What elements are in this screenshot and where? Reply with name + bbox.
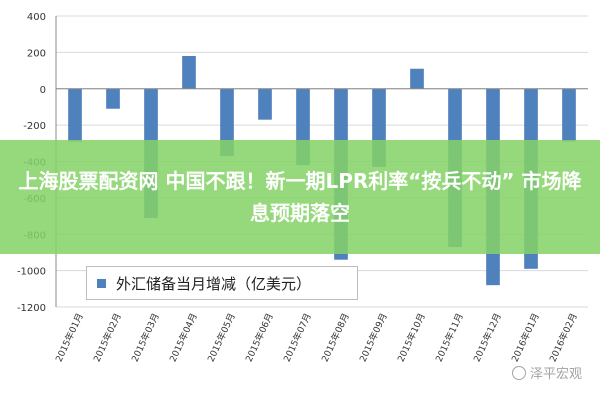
legend-label: 外汇储备当月增减（亿美元） <box>116 274 312 293</box>
bar <box>410 68 424 89</box>
x-tick-label: 2015年05月 <box>205 311 238 364</box>
x-tick-label: 2015年03月 <box>129 311 162 364</box>
watermark-text: 泽平宏观 <box>529 367 582 382</box>
x-tick-label: 2015年09月 <box>357 311 390 364</box>
headline-text: 上海股票配资网 中国不跟！新一期LPR利率“按兵不动” 市场降息预期落空 <box>18 169 582 225</box>
bar <box>258 88 272 120</box>
x-tick-label: 2015年01月 <box>53 311 86 364</box>
bar <box>106 88 120 109</box>
y-tick-label: -1000 <box>17 267 46 278</box>
watermark: 泽平宏观 <box>511 363 582 382</box>
y-tick-label: 400 <box>27 12 46 23</box>
x-tick-label: 2015年10月 <box>395 311 428 364</box>
y-tick-label: -200 <box>23 121 46 132</box>
x-tick-label: 2015年11月 <box>433 311 466 364</box>
x-tick-label: 2015年07月 <box>281 311 314 364</box>
x-tick-label: 2016年01月 <box>509 311 542 364</box>
y-tick-label: 0 <box>40 85 46 96</box>
legend-swatch <box>97 278 106 288</box>
legend: 外汇储备当月增减（亿美元） <box>86 266 358 300</box>
x-tick-label: 2016年02月 <box>547 311 580 364</box>
y-tick-label: 200 <box>27 48 46 59</box>
bar <box>68 88 82 142</box>
bar <box>220 88 234 157</box>
bar <box>182 56 196 89</box>
x-tick-label: 2015年02月 <box>91 311 124 364</box>
x-tick-label: 2015年12月 <box>471 311 504 364</box>
headline-banner: 上海股票配资网 中国不跟！新一期LPR利率“按兵不动” 市场降息预期落空 <box>0 140 600 254</box>
x-tick-label: 2015年04月 <box>167 311 200 364</box>
watermark-logo-icon <box>511 365 526 380</box>
x-tick-label: 2015年06月 <box>243 311 276 364</box>
y-tick-label: -1200 <box>17 303 46 314</box>
bar <box>562 88 576 142</box>
x-tick-label: 2015年08月 <box>319 311 352 364</box>
